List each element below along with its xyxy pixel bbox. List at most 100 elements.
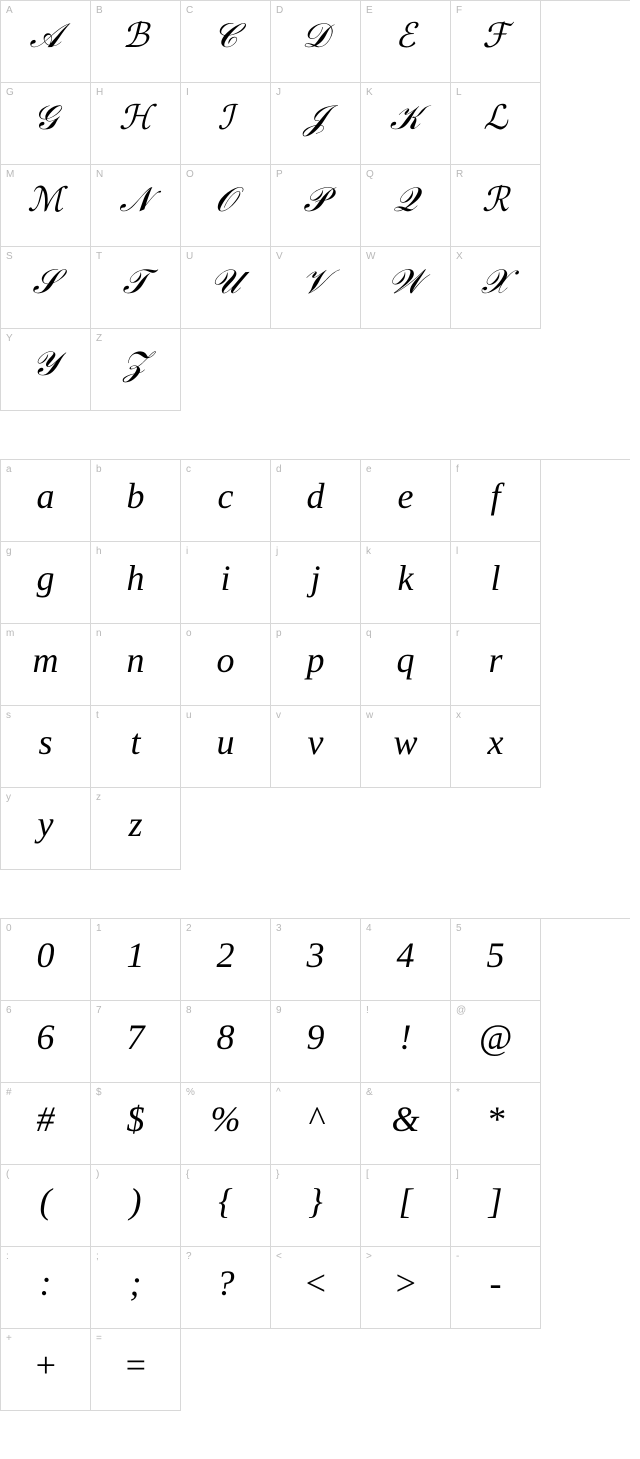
glyph-display: 𝒯 [91, 259, 180, 307]
glyph-cell: nn [91, 624, 181, 706]
glyph-display: < [271, 1259, 360, 1307]
glyph-cell: -- [451, 1247, 541, 1329]
glyph-cell: hh [91, 542, 181, 624]
glyph-display: p [271, 636, 360, 684]
glyph-cell: ff [451, 460, 541, 542]
glyph-cell: Rℛ [451, 165, 541, 247]
glyph-cell: N𝒩 [91, 165, 181, 247]
glyph-cell: 99 [271, 1001, 361, 1083]
glyph-display: [ [361, 1177, 450, 1225]
glyph-cell: << [271, 1247, 361, 1329]
glyph-display: ; [91, 1259, 180, 1307]
glyph-display: ℱ [451, 13, 540, 61]
glyph-cell: Bℬ [91, 1, 181, 83]
glyph-grid: 00112233445566778899!!@@##$$%%^^&&**(())… [0, 918, 630, 1411]
glyph-cell: oo [181, 624, 271, 706]
glyph-cell: zz [91, 788, 181, 870]
glyph-cell: O𝒪 [181, 165, 271, 247]
glyph-display: 𝒜 [1, 13, 90, 61]
glyph-cell: Eℰ [361, 1, 451, 83]
glyph-cell: kk [361, 542, 451, 624]
glyph-display: 8 [181, 1013, 270, 1061]
glyph-display: u [181, 718, 270, 766]
glyph-display: > [361, 1259, 450, 1307]
glyph-cell: U𝒰 [181, 247, 271, 329]
glyph-cell: vv [271, 706, 361, 788]
glyph-cell: {{ [181, 1165, 271, 1247]
glyph-cell: Iℐ [181, 83, 271, 165]
glyph-cell: Y𝒴 [1, 329, 91, 411]
glyph-cell: )) [91, 1165, 181, 1247]
glyph-cell: ;; [91, 1247, 181, 1329]
glyph-display: 0 [1, 931, 90, 979]
glyph-cell: yy [1, 788, 91, 870]
glyph-cell: jj [271, 542, 361, 624]
glyph-cell: A𝒜 [1, 1, 91, 83]
glyph-display: c [181, 472, 270, 520]
glyph-display: * [451, 1095, 540, 1143]
glyph-cell: ww [361, 706, 451, 788]
glyph-cell: %% [181, 1083, 271, 1165]
glyph-cell: ]] [451, 1165, 541, 1247]
glyph-grid: aabbccddeeffgghhiijjkkllmmnnooppqqrrsstt… [0, 459, 630, 870]
glyph-display: a [1, 472, 90, 520]
glyph-display: 2 [181, 931, 270, 979]
glyph-cell: ee [361, 460, 451, 542]
glyph-display: @ [451, 1013, 540, 1061]
glyph-cell: Fℱ [451, 1, 541, 83]
glyph-display: t [91, 718, 180, 766]
glyph-display: v [271, 718, 360, 766]
glyph-display: 7 [91, 1013, 180, 1061]
glyph-cell: T𝒯 [91, 247, 181, 329]
glyph-display: 3 [271, 931, 360, 979]
glyph-display: w [361, 718, 450, 766]
glyph-display: ℐ [181, 95, 270, 143]
glyph-cell: G𝒢 [1, 83, 91, 165]
glyph-cell: J𝒥 [271, 83, 361, 165]
glyph-display: % [181, 1095, 270, 1143]
glyph-cell: >> [361, 1247, 451, 1329]
glyph-cell: Z𝒵 [91, 329, 181, 411]
glyph-cell: && [361, 1083, 451, 1165]
glyph-display: + [1, 1341, 90, 1389]
glyph-cell: [[ [361, 1165, 451, 1247]
glyph-cell: ** [451, 1083, 541, 1165]
glyph-display: d [271, 472, 360, 520]
glyph-display: m [1, 636, 90, 684]
glyph-display: k [361, 554, 450, 602]
glyph-display: 4 [361, 931, 450, 979]
glyph-display: ! [361, 1013, 450, 1061]
glyph-display: i [181, 554, 270, 602]
glyph-cell: X𝒳 [451, 247, 541, 329]
glyph-display: 𝒲 [361, 259, 450, 307]
glyph-cell: pp [271, 624, 361, 706]
glyph-cell: 00 [1, 919, 91, 1001]
glyph-cell: V𝒱 [271, 247, 361, 329]
glyph-cell: :: [1, 1247, 91, 1329]
glyph-cell: Q𝒬 [361, 165, 451, 247]
glyph-cell: 11 [91, 919, 181, 1001]
glyph-cell: S𝒮 [1, 247, 91, 329]
glyph-cell: $$ [91, 1083, 181, 1165]
glyph-display: & [361, 1095, 450, 1143]
glyph-display: 𝒢 [1, 95, 90, 143]
glyph-cell: 77 [91, 1001, 181, 1083]
glyph-display: l [451, 554, 540, 602]
glyph-display: ℛ [451, 177, 540, 225]
glyph-display: : [1, 1259, 90, 1307]
glyph-cell: Mℳ [1, 165, 91, 247]
glyph-display: 𝒟 [271, 13, 360, 61]
glyph-cell: ii [181, 542, 271, 624]
glyph-cell: !! [361, 1001, 451, 1083]
glyph-display: h [91, 554, 180, 602]
glyph-cell: ss [1, 706, 91, 788]
glyph-display: g [1, 554, 90, 602]
glyph-cell: ?? [181, 1247, 271, 1329]
glyph-display: z [91, 800, 180, 848]
glyph-display: b [91, 472, 180, 520]
section-numbers-symbols: 00112233445566778899!!@@##$$%%^^&&**(())… [0, 918, 640, 1411]
glyph-display: ℰ [361, 13, 450, 61]
glyph-display: ? [181, 1259, 270, 1307]
glyph-display: 5 [451, 931, 540, 979]
glyph-display: 𝒴 [1, 341, 90, 389]
